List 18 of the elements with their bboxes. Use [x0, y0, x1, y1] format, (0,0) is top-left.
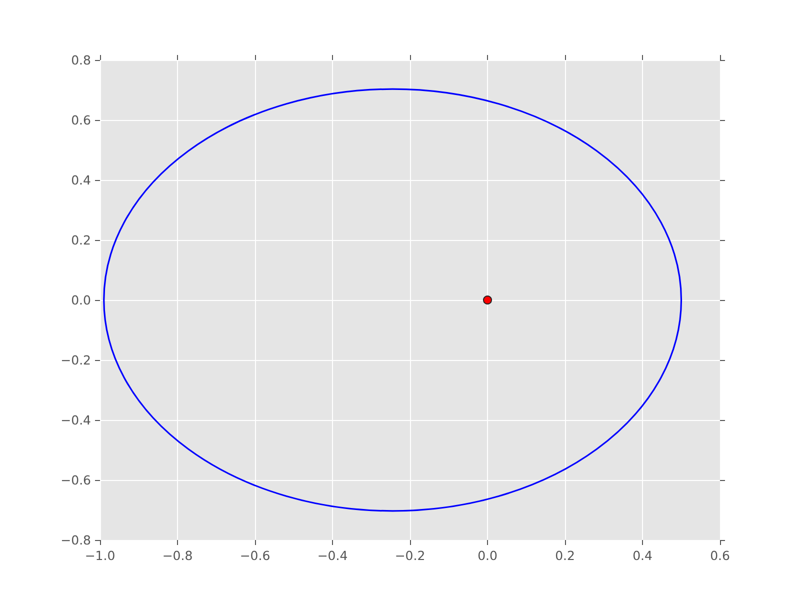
y-tick-label: 0.4: [71, 172, 92, 188]
y-tick-label: 0.0: [71, 292, 92, 308]
y-tick-label: −0.4: [60, 412, 92, 428]
y-tick-label: −0.6: [60, 472, 92, 488]
x-tick-label: −0.4: [317, 548, 348, 563]
x-tick-label: −0.8: [162, 548, 193, 563]
y-tick-label: −0.8: [60, 532, 92, 548]
x-tick-label: 0.2: [555, 548, 575, 563]
x-tick-label: −0.2: [394, 548, 426, 563]
x-tick-label: 0.0: [478, 548, 498, 563]
y-tick-label: −0.2: [60, 352, 91, 368]
x-tick-label: 0.6: [710, 548, 730, 563]
y-tick-label: 0.8: [71, 52, 92, 68]
x-tick-label: −1.0: [84, 548, 116, 563]
y-tick-label: 0.6: [71, 112, 92, 128]
x-tick-label: −0.6: [240, 548, 270, 563]
y-tick-label: 0.2: [71, 232, 91, 248]
x-tick-label: 0.4: [632, 548, 652, 563]
